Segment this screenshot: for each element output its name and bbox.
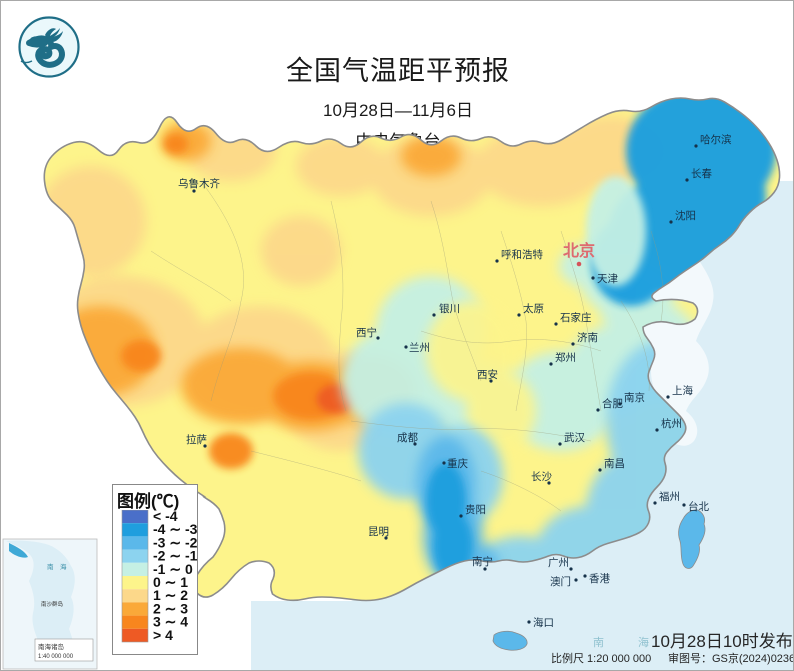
svg-text:长沙: 长沙 <box>531 471 552 483</box>
svg-text:上海: 上海 <box>672 384 693 397</box>
svg-text:海口: 海口 <box>533 616 554 629</box>
svg-text:哈尔滨: 哈尔滨 <box>700 133 732 146</box>
svg-text:> 4: > 4 <box>153 627 173 643</box>
svg-text:台北: 台北 <box>688 500 709 513</box>
svg-text:南: 南 <box>593 636 604 649</box>
svg-text:贵阳: 贵阳 <box>465 503 486 516</box>
svg-text:福州: 福州 <box>659 490 680 503</box>
svg-text:兰州: 兰州 <box>409 341 430 354</box>
svg-text:长春: 长春 <box>691 168 712 180</box>
svg-text:南海诸岛: 南海诸岛 <box>38 642 64 651</box>
svg-text:西宁: 西宁 <box>356 326 377 339</box>
svg-text:拉萨: 拉萨 <box>186 433 207 446</box>
svg-text:成都: 成都 <box>397 432 418 444</box>
svg-text:石家庄: 石家庄 <box>560 311 592 324</box>
svg-text:南 海: 南 海 <box>47 562 67 571</box>
svg-text:呼和浩特: 呼和浩特 <box>501 249 543 261</box>
svg-text:杭州: 杭州 <box>661 417 682 430</box>
svg-text:乌鲁木齐: 乌鲁木齐 <box>178 177 220 190</box>
svg-text:比例尺 1:20 000 000: 比例尺 1:20 000 000 <box>551 651 651 665</box>
svg-text:天津: 天津 <box>597 273 618 285</box>
svg-text:南宁: 南宁 <box>472 555 493 568</box>
svg-text:银川: 银川 <box>439 302 460 315</box>
svg-text:郑州: 郑州 <box>555 351 576 364</box>
svg-text:济南: 济南 <box>577 331 598 344</box>
svg-text:南昌: 南昌 <box>604 457 625 470</box>
svg-text:10月28日10时发布: 10月28日10时发布 <box>651 632 793 651</box>
svg-text:重庆: 重庆 <box>447 457 468 470</box>
svg-text:北京: 北京 <box>563 241 595 260</box>
svg-text:海: 海 <box>638 635 649 649</box>
svg-text:西安: 西安 <box>477 368 498 381</box>
svg-text:审图号：GS京(2024)0236号: 审图号：GS京(2024)0236号 <box>668 651 794 665</box>
svg-text:1:40 000 000: 1:40 000 000 <box>38 654 74 660</box>
svg-text:武汉: 武汉 <box>564 431 585 444</box>
svg-text:太原: 太原 <box>523 302 544 315</box>
svg-text:南京: 南京 <box>624 391 645 404</box>
svg-text:广州: 广州 <box>548 557 569 569</box>
svg-text:昆明: 昆明 <box>368 526 389 538</box>
svg-text:沈阳: 沈阳 <box>675 209 696 222</box>
svg-text:香港: 香港 <box>589 573 610 585</box>
svg-text:澳门: 澳门 <box>550 575 571 588</box>
svg-text:南沙群岛: 南沙群岛 <box>41 600 64 608</box>
